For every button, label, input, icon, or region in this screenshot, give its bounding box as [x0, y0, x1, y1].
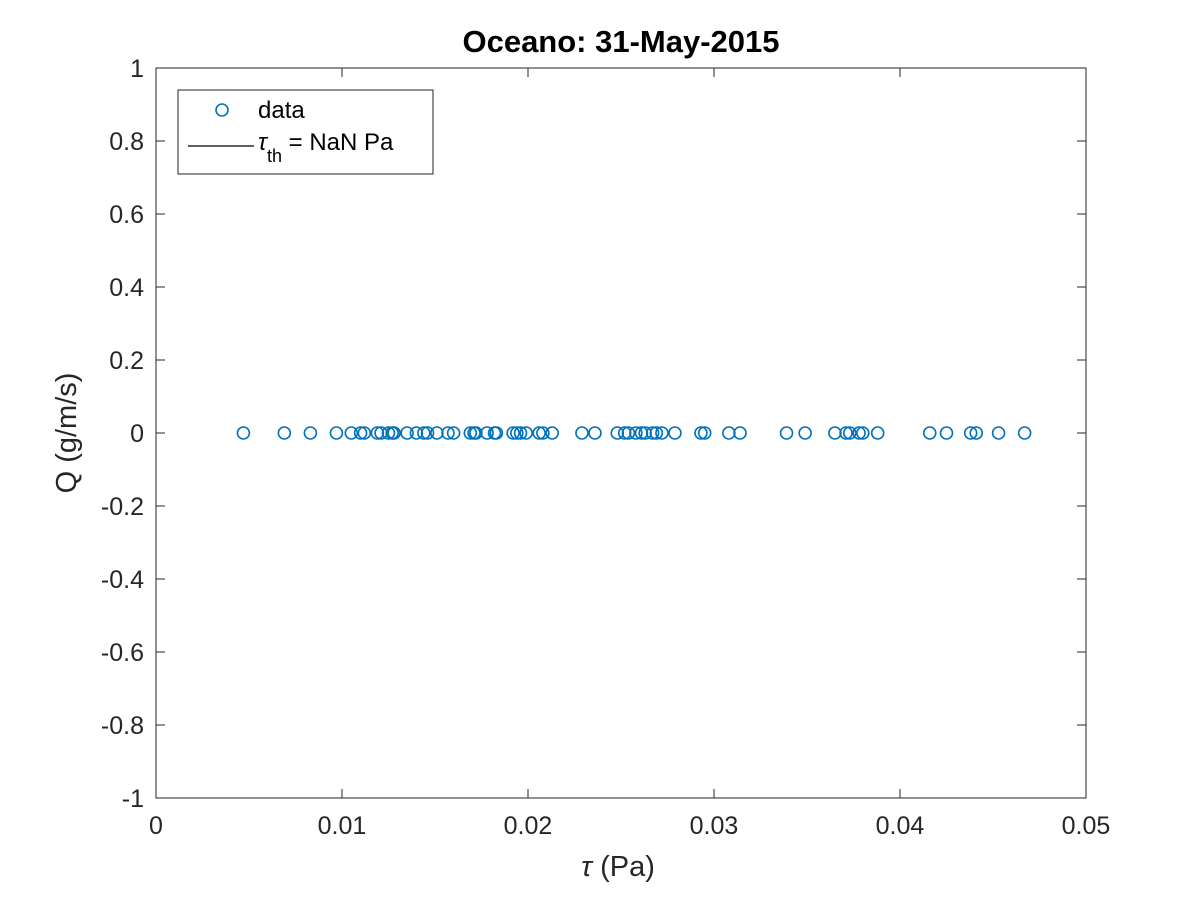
data-point — [621, 426, 636, 440]
data-point — [629, 426, 643, 440]
data-point — [469, 426, 483, 440]
x-tick-label: 0.04 — [876, 812, 925, 840]
data-point — [852, 426, 866, 440]
plot-area — [156, 68, 1086, 798]
data-point — [409, 426, 424, 440]
data-point — [506, 426, 520, 440]
x-tick-label: 0.03 — [690, 812, 739, 840]
y-tick-label: -0.4 — [101, 566, 144, 594]
y-axis: 1 0.8 0.6 0.4 0.2 0 -0.2 -0.4 -0.6 -0.8 -1 — [101, 55, 1086, 813]
legend-threshold-subscript: th — [267, 146, 282, 166]
data-point — [634, 426, 649, 440]
x-axis-label-symbol: τ — [581, 851, 594, 883]
data-point — [417, 426, 431, 440]
legend-threshold-symbol: τ — [258, 129, 269, 156]
data-point — [697, 426, 712, 440]
data-point — [236, 426, 251, 440]
data-point — [480, 426, 494, 440]
plot-frame — [155, 67, 1087, 799]
y-tick-label: 0.2 — [109, 347, 144, 375]
data-point — [855, 426, 870, 440]
data-point — [722, 426, 736, 440]
y-tick-label: -0.8 — [101, 712, 144, 740]
data-point — [545, 426, 559, 440]
data-point — [519, 426, 533, 440]
data-points — [236, 426, 1032, 440]
x-axis-label-unit: (Pa) — [600, 851, 655, 883]
data-point — [353, 426, 368, 440]
data-point — [963, 426, 978, 440]
data-point — [839, 426, 853, 440]
data-point — [870, 426, 885, 440]
data-point — [303, 426, 318, 440]
data-point — [430, 426, 444, 440]
data-point — [277, 426, 292, 440]
data-point — [588, 426, 602, 440]
data-point — [513, 426, 528, 440]
x-axis-label: τ (Pa) — [581, 851, 655, 883]
data-point — [828, 426, 842, 440]
y-tick-label: -1 — [122, 785, 144, 813]
data-point — [694, 426, 708, 440]
y-tick-label: -0.6 — [101, 639, 144, 667]
data-point — [400, 426, 414, 440]
data-point — [536, 426, 550, 440]
legend-label-data: data — [258, 97, 305, 124]
data-point — [446, 426, 461, 440]
data-point — [329, 426, 344, 440]
legend: data τth = NaN Pa — [177, 89, 434, 175]
data-point — [842, 426, 857, 440]
data-point — [441, 426, 455, 440]
data-point — [489, 426, 504, 440]
y-tick-label: 1 — [130, 55, 144, 83]
data-point — [655, 426, 669, 440]
data-point — [638, 426, 652, 440]
data-point — [344, 426, 359, 440]
data-point — [381, 426, 396, 440]
data-point — [532, 426, 546, 440]
data-point — [420, 426, 435, 440]
data-point — [649, 426, 664, 440]
data-point — [939, 426, 954, 440]
data-point — [370, 426, 385, 440]
data-point — [1017, 426, 1032, 440]
y-tick-label: 0.4 — [109, 274, 144, 302]
data-point — [357, 426, 372, 440]
data-point — [510, 426, 524, 440]
data-point — [779, 426, 794, 440]
data-point — [645, 426, 660, 440]
chart-title: Oceano: 31-May-2015 — [462, 24, 779, 59]
legend-marker-data — [215, 103, 229, 117]
x-tick-label: 0.02 — [504, 812, 553, 840]
data-point — [798, 426, 812, 440]
x-tick-label: 0.01 — [318, 812, 367, 840]
y-tick-label: 0.6 — [109, 201, 144, 229]
y-tick-label: 0 — [130, 420, 144, 448]
data-point — [969, 426, 984, 440]
data-point — [922, 426, 937, 440]
data-point — [617, 426, 632, 440]
legend-label-threshold: τth = NaN Pa — [258, 129, 394, 166]
x-axis: 0 0.01 0.02 0.03 0.04 0.05 — [149, 68, 1110, 840]
data-point — [991, 426, 1006, 440]
y-tick-label: 0.8 — [109, 128, 144, 156]
legend-threshold-suffix: = NaN Pa — [282, 129, 394, 156]
data-point — [374, 426, 388, 440]
data-point — [575, 426, 589, 440]
data-point — [463, 426, 478, 440]
y-axis-label: Q (g/m/s) — [51, 373, 83, 494]
x-tick-label: 0 — [149, 812, 163, 840]
data-point — [733, 426, 747, 440]
data-point — [387, 426, 401, 440]
y-tick-label: -0.2 — [101, 493, 144, 521]
x-tick-label: 0.05 — [1062, 812, 1111, 840]
data-point — [668, 426, 682, 440]
data-point — [610, 426, 625, 440]
